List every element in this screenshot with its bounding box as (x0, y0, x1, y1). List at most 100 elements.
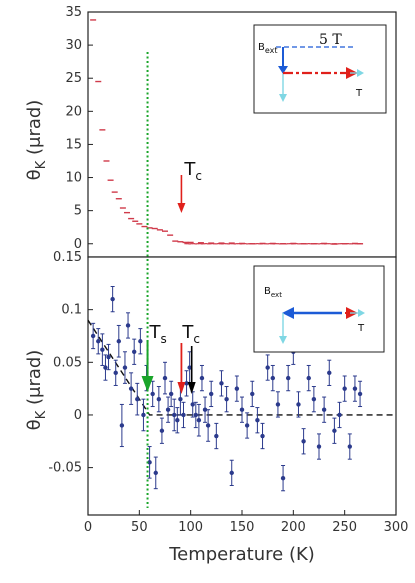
bottom-data-point (122, 365, 128, 370)
bottom-data-point (255, 418, 260, 423)
bottom-data-point (125, 323, 131, 328)
bottom-data-point (132, 349, 137, 354)
bottom-x-tick-label: 300 (384, 520, 409, 535)
top-y-axis-label: θK (μrad) (24, 100, 49, 181)
bottom-data-point (162, 375, 168, 381)
bottom-data-point (224, 396, 229, 402)
top-inset-t-label: T (355, 88, 363, 99)
bottom-data-point (168, 391, 174, 397)
top-inset: 5 T Bext T (253, 24, 387, 114)
bottom-data-point (239, 407, 245, 412)
bottom-data-point (90, 333, 96, 339)
bottom-data-point (184, 381, 189, 386)
bottom-data-point (172, 412, 177, 418)
bottom-data-point (209, 391, 214, 397)
bottom-ts-label: Ts (149, 322, 167, 346)
bottom-x-tick-label: 0 (84, 520, 92, 535)
bottom-inset-cyan-right-head (358, 309, 365, 317)
bottom-data-point (316, 444, 322, 449)
bottom-data-point (327, 370, 332, 376)
bottom-data-point (332, 428, 337, 433)
bottom-y-tick-label: 0 (74, 408, 82, 423)
bottom-data-point (103, 365, 108, 370)
top-y-tick-label: 25 (65, 71, 82, 86)
top-inset-cyan-down-head (279, 94, 287, 102)
top-inset-frame (253, 24, 387, 114)
bottom-data-point (260, 433, 265, 439)
bottom-x-tick-label: 100 (178, 520, 203, 535)
bottom-data-point (113, 370, 118, 376)
bottom-data-point (106, 354, 111, 360)
bottom-data-point (301, 439, 306, 444)
top-inset-b-label: Bext (258, 42, 278, 55)
bottom-data-point (275, 402, 281, 407)
bottom-x-tick-label: 200 (281, 520, 306, 535)
top-y-tick-label: 5 (74, 204, 82, 219)
bottom-data-point (357, 391, 363, 397)
bottom-x-axis-label: Temperature (K) (168, 544, 315, 565)
bottom-data-point (347, 444, 352, 449)
bottom-data-point (244, 423, 250, 428)
bottom-data-point (306, 375, 311, 381)
bottom-data-points (90, 285, 363, 492)
bottom-data-point (286, 375, 291, 381)
bottom-inset-cyan-down-head (279, 336, 287, 344)
bottom-data-point (96, 339, 101, 344)
bottom-data-point (202, 407, 208, 412)
bottom-tc-label: Tc (181, 322, 200, 346)
bottom-data-point (190, 402, 195, 407)
bottom-guide-line (87, 319, 396, 416)
top-inset-cyan-right-head (357, 69, 364, 77)
bottom-data-point (138, 339, 143, 344)
bottom-data-point (311, 396, 317, 402)
bottom-y-tick-label: 0.15 (53, 250, 82, 265)
bottom-data-point (119, 423, 125, 428)
bottom-y-ticks: -0.05 0 0.05 0.1 0.15 (48, 250, 93, 476)
bottom-data-point (150, 391, 155, 397)
bottom-data-point (270, 375, 275, 381)
top-y-tick-label: 0 (74, 237, 82, 252)
bottom-inset-frame (253, 265, 385, 353)
bottom-data-point (153, 470, 158, 476)
bottom-data-point (296, 402, 301, 407)
bottom-inset-t-label: T (357, 323, 365, 334)
bottom-data-point (342, 386, 347, 391)
bottom-x-tick-label: 50 (131, 520, 148, 535)
bottom-y-tick-label: -0.05 (48, 461, 82, 476)
top-panel: 0 5 10 15 20 25 30 35 θK (μrad) Tc 5 T Bext (24, 5, 397, 258)
bottom-panel: -0.05 0 0.05 0.1 0.15 0 50 100 150 200 250 300 θK … (24, 250, 408, 565)
bottom-tc-black-arrow-head (187, 382, 196, 394)
bottom-data-point (100, 347, 105, 352)
bottom-data-point (234, 386, 240, 391)
bottom-data-point (321, 407, 327, 412)
bottom-data-point (128, 386, 134, 391)
top-y-tick-label: 35 (65, 5, 82, 20)
bottom-x-ticks: 0 50 100 150 200 250 300 (84, 510, 409, 535)
bottom-data-point (214, 433, 219, 439)
bottom-tc-annotation: Tc (177, 322, 200, 394)
bottom-ts-arrow-head (141, 376, 154, 392)
bottom-tc-red-arrow-head (177, 382, 186, 394)
bottom-data-point (175, 418, 180, 423)
bottom-data-point (159, 428, 165, 433)
top-y-tick-label: 30 (65, 38, 82, 53)
bottom-y-axis-label: θK (μrad) (24, 350, 49, 431)
top-inset-b-arrow-head (278, 66, 288, 74)
bottom-data-point (265, 365, 270, 370)
top-y-tick-label: 10 (65, 171, 82, 186)
bottom-inset: Bext T (253, 265, 385, 353)
bottom-data-point (280, 475, 286, 481)
bottom-x-tick-label: 150 (230, 520, 255, 535)
top-data-points (90, 19, 364, 245)
bottom-y-tick-label: 0.05 (53, 355, 82, 370)
bottom-data-point (352, 386, 358, 391)
bottom-data-point (219, 381, 224, 386)
top-y-ticks: 0 5 10 15 20 25 30 35 (65, 5, 93, 252)
top-tc-arrow-head (177, 203, 186, 213)
bottom-data-point (181, 412, 186, 418)
bottom-data-point (199, 375, 205, 381)
top-inset-field-label: 5 T (319, 32, 342, 48)
bottom-data-point (196, 418, 202, 423)
bottom-data-point (193, 412, 198, 418)
top-y-tick-label: 20 (65, 104, 82, 119)
